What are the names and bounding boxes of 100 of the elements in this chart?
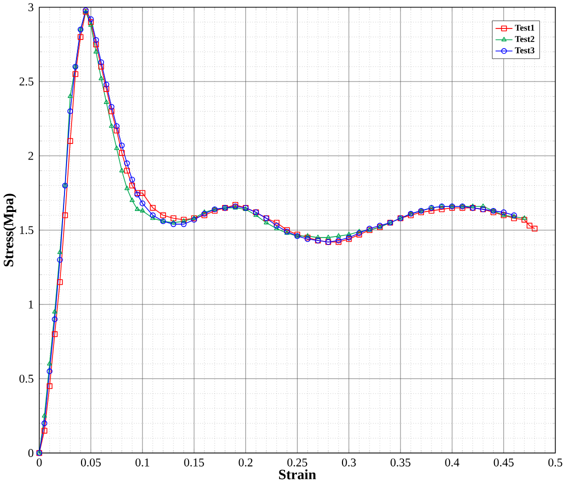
point — [274, 226, 280, 230]
x-tick-label: 0.3 — [342, 458, 356, 467]
point — [103, 82, 110, 88]
point — [98, 64, 104, 70]
point — [480, 204, 486, 208]
legend-label: Test3 — [514, 48, 534, 54]
point — [93, 42, 99, 48]
legend-label: Test1 — [514, 24, 534, 31]
point — [108, 108, 114, 114]
point — [119, 168, 124, 173]
y-tick-label: 2 — [28, 152, 34, 160]
point — [78, 34, 84, 40]
point — [124, 168, 130, 174]
point — [170, 216, 176, 222]
point — [52, 309, 58, 314]
point — [346, 232, 352, 236]
point — [103, 86, 110, 92]
point — [42, 413, 47, 418]
point — [57, 250, 62, 254]
point — [170, 220, 176, 225]
point — [68, 94, 73, 98]
point — [114, 123, 120, 130]
point — [57, 257, 63, 263]
y-tick-label: 2.5 — [20, 78, 34, 86]
point — [72, 71, 78, 78]
point — [98, 76, 104, 80]
x-tick-label: 0.5 — [548, 458, 562, 467]
point — [438, 206, 445, 212]
point — [326, 234, 331, 240]
point — [46, 368, 52, 374]
point — [114, 146, 120, 150]
point — [57, 279, 63, 286]
point — [532, 226, 538, 232]
y-axis-title: Stress(Mpa) — [3, 194, 16, 267]
point — [274, 220, 280, 226]
x-tick-label: 0.25 — [287, 458, 308, 467]
point — [129, 176, 136, 183]
point — [62, 212, 68, 218]
x-tick-label: 0.4 — [445, 458, 460, 467]
point — [118, 142, 125, 148]
point — [150, 205, 156, 211]
point — [202, 210, 207, 214]
point — [470, 204, 476, 208]
point — [88, 16, 94, 22]
point — [130, 198, 135, 202]
point — [511, 216, 517, 222]
y-tick-label: 0 — [28, 449, 34, 458]
point — [526, 222, 532, 229]
x-tick-label: 0.1 — [136, 458, 150, 467]
point — [88, 22, 94, 27]
point — [98, 60, 104, 66]
point — [134, 206, 140, 212]
point — [140, 208, 145, 213]
x-tick-label: 0.45 — [494, 458, 514, 467]
x-tick-label: 0.05 — [80, 458, 101, 467]
point — [253, 212, 259, 218]
point — [52, 331, 58, 338]
point — [67, 138, 74, 144]
legend-label: Test2 — [514, 36, 534, 42]
point — [500, 210, 507, 216]
x-tick-label: 0.35 — [390, 458, 410, 467]
point — [160, 212, 166, 218]
point — [305, 233, 310, 238]
point — [356, 228, 362, 234]
y-tick-label: 3 — [28, 3, 34, 12]
point — [315, 234, 320, 240]
point — [150, 216, 156, 220]
point — [114, 128, 120, 134]
point — [124, 186, 130, 190]
point — [108, 123, 114, 128]
x-axis-title: Strain — [279, 470, 316, 480]
point — [150, 212, 156, 218]
y-tick-label: 1.5 — [20, 226, 34, 234]
point — [180, 222, 187, 228]
point — [170, 222, 176, 228]
y-tick-label: 1 — [28, 300, 34, 309]
point — [118, 150, 125, 156]
point — [93, 37, 99, 43]
point — [88, 19, 94, 26]
point — [104, 100, 109, 104]
point — [67, 108, 74, 114]
point — [52, 316, 58, 322]
point — [140, 200, 146, 206]
point — [42, 420, 48, 426]
point — [47, 361, 52, 366]
point — [264, 220, 269, 225]
point — [93, 49, 99, 54]
point — [140, 190, 146, 196]
point — [129, 182, 136, 189]
point — [428, 208, 434, 214]
point — [336, 233, 342, 238]
x-tick-label: 0 — [36, 458, 42, 467]
point — [124, 160, 130, 166]
x-tick-label: 0.2 — [238, 458, 252, 467]
point — [108, 104, 114, 110]
point — [42, 428, 48, 434]
x-tick-label: 0.15 — [184, 458, 204, 467]
y-tick-label: 0.5 — [19, 374, 34, 383]
point — [274, 222, 280, 229]
point — [46, 383, 52, 390]
